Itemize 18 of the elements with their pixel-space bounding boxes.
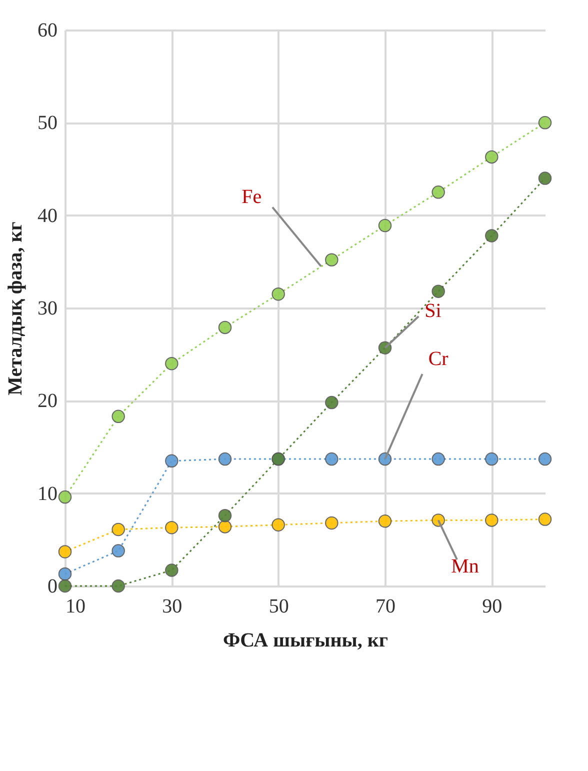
y-tick-label: 10 — [38, 482, 58, 505]
x-tick-label: 50 — [268, 596, 289, 618]
annotation: Fe — [242, 186, 262, 208]
annotation: Cr — [428, 348, 449, 370]
x-tick-label: 10 — [66, 596, 86, 618]
x-axis-title: ФСА шығыны, кг — [222, 630, 388, 652]
x-tick-label: 30 — [162, 596, 182, 618]
y-tick-label: 0 — [48, 576, 58, 598]
x-tick-label: 90 — [482, 596, 502, 618]
y-tick-label: 30 — [38, 298, 58, 320]
y-tick-label: 60 — [38, 20, 58, 42]
x-tick-label: 70 — [376, 596, 396, 618]
y-axis-title: Металдық фаза, кг — [4, 222, 26, 396]
y-tick-label: 50 — [38, 112, 58, 134]
annotation: Si — [424, 300, 442, 322]
y-tick-label: 40 — [38, 204, 58, 227]
y-tick-label: 20 — [38, 390, 58, 412]
annotation: Mn — [451, 556, 479, 578]
